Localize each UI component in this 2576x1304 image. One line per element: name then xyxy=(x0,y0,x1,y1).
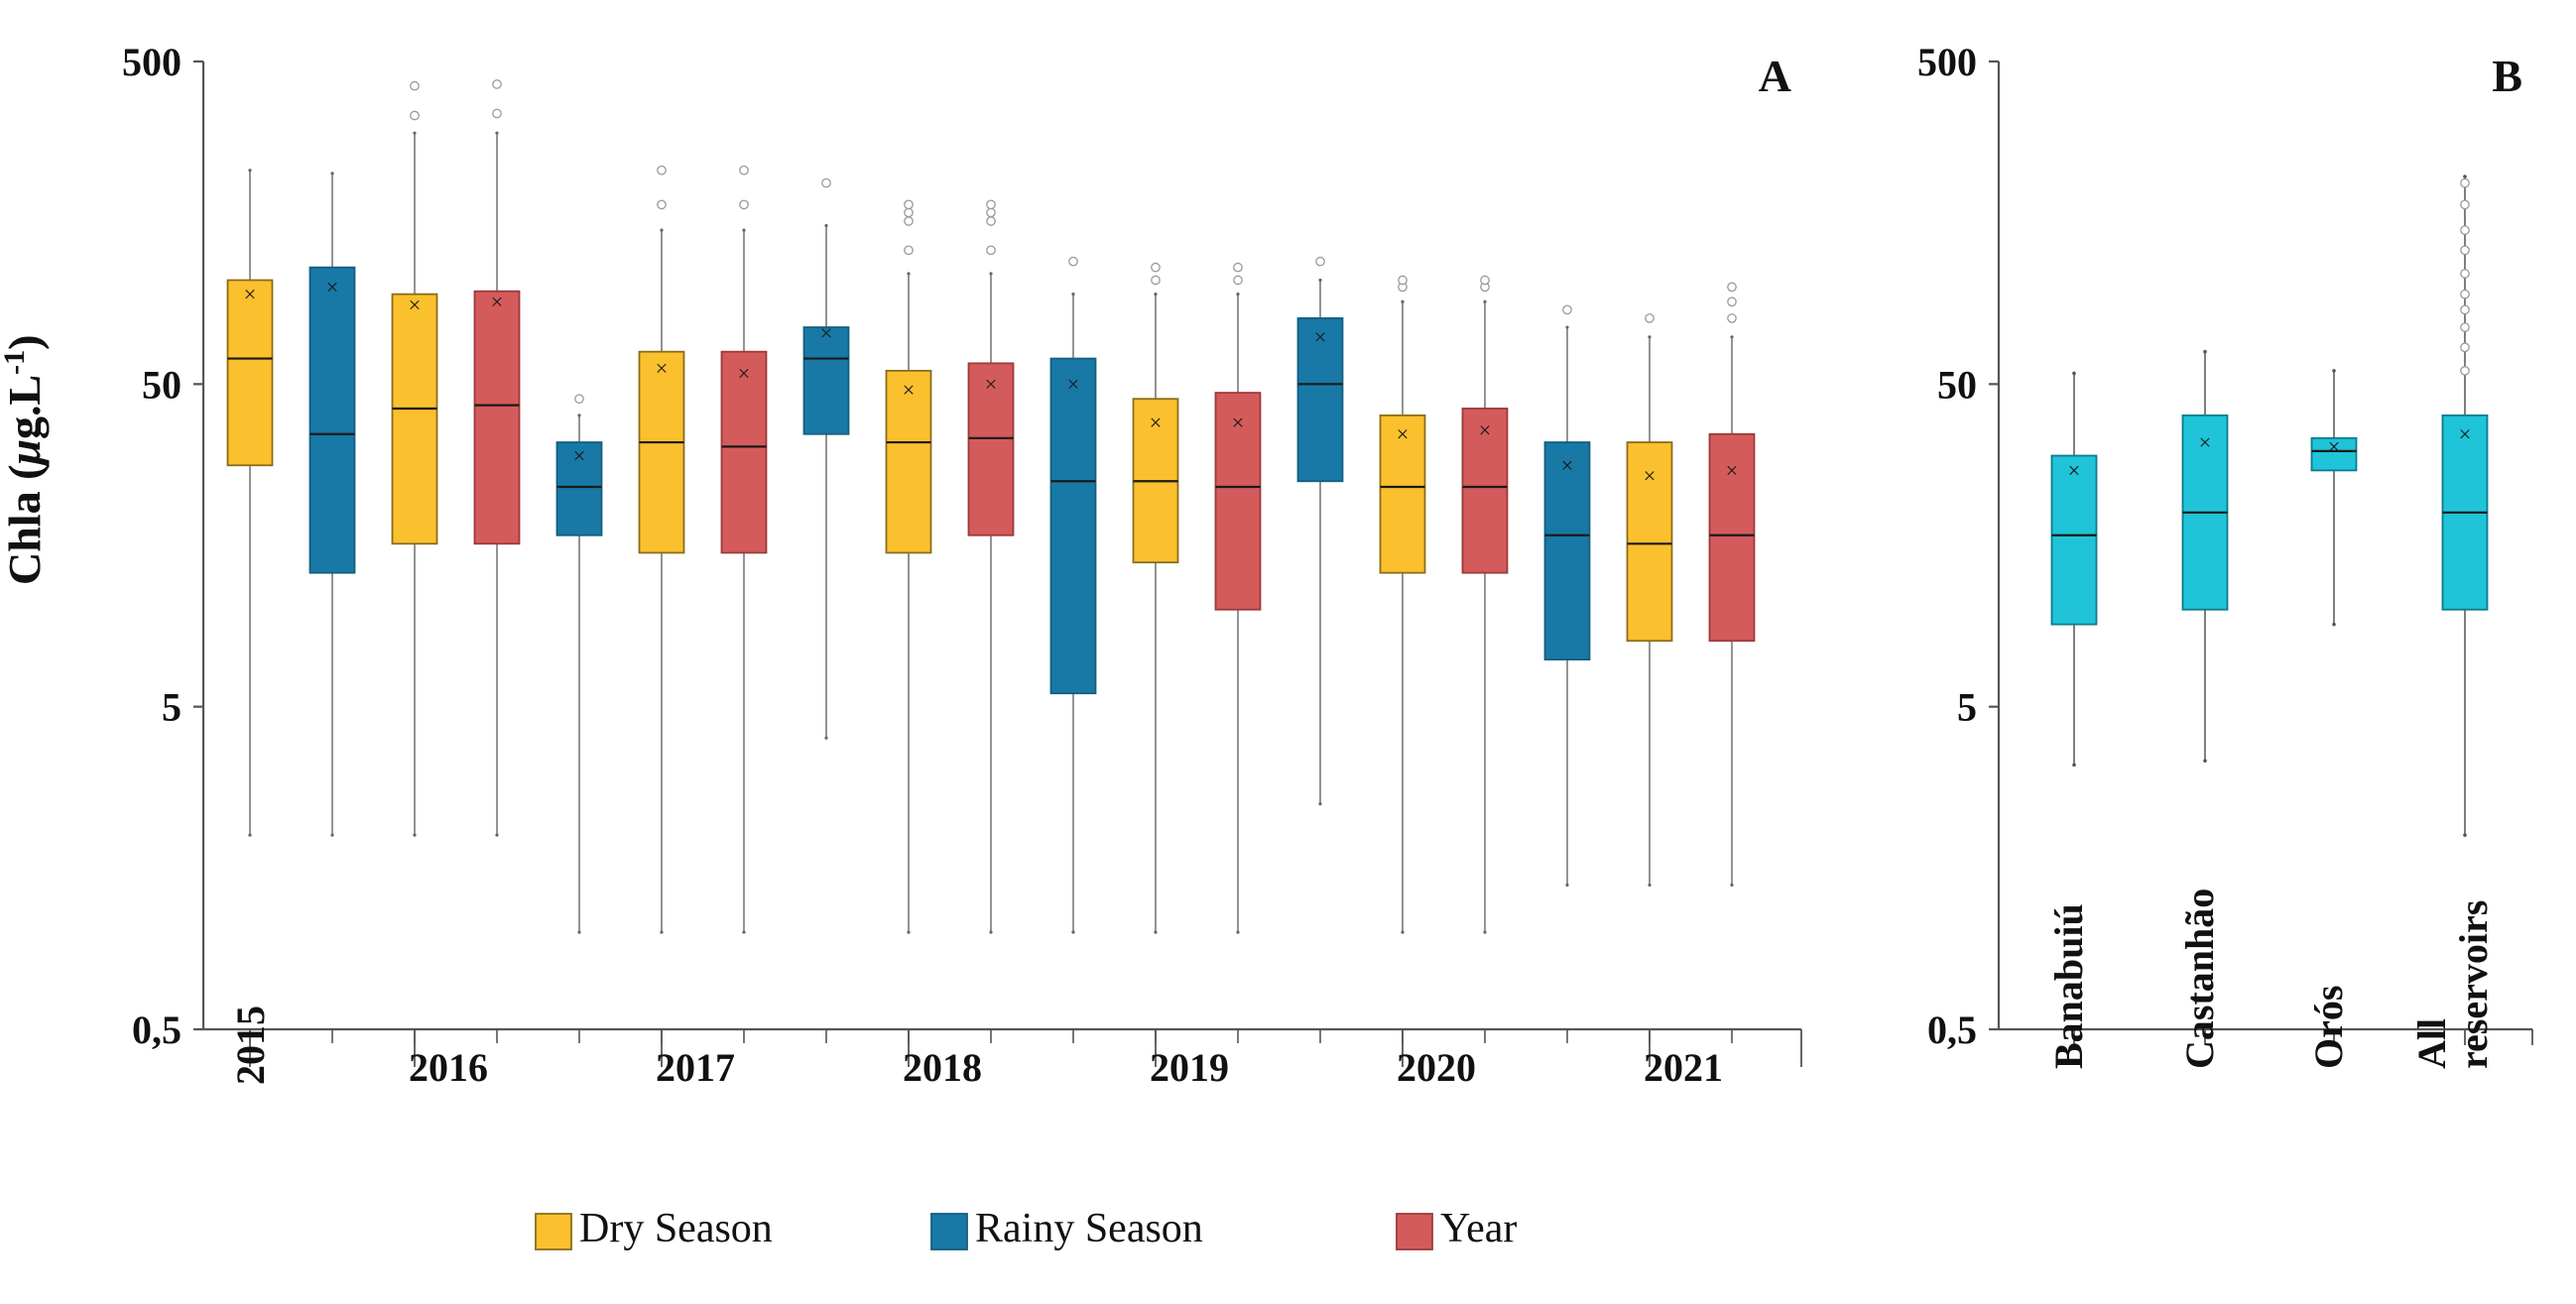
svg-text:2016: 2016 xyxy=(409,1045,488,1090)
svg-text:0,5: 0,5 xyxy=(1927,1008,1977,1052)
svg-text:Castanhão: Castanhão xyxy=(2177,889,2222,1069)
svg-text:Banabuiú: Banabuiú xyxy=(2046,903,2091,1069)
svg-text:A: A xyxy=(1759,51,1791,101)
svg-text:500: 500 xyxy=(1917,40,1977,84)
svg-text:0,5: 0,5 xyxy=(132,1008,182,1052)
svg-text:B: B xyxy=(2492,51,2522,101)
svg-text:5: 5 xyxy=(1957,685,1977,730)
svg-text:2017: 2017 xyxy=(656,1045,735,1090)
svg-text:50: 50 xyxy=(142,362,182,407)
svg-text:2021: 2021 xyxy=(1644,1045,1723,1090)
svg-text:All: All xyxy=(2409,1018,2454,1069)
svg-text:50: 50 xyxy=(1937,362,1977,407)
svg-text:reservoirs: reservoirs xyxy=(2451,900,2496,1069)
svg-text:2015: 2015 xyxy=(228,1006,273,1085)
svg-text:500: 500 xyxy=(122,40,182,84)
svg-text:Rainy Season: Rainy Season xyxy=(975,1206,1203,1251)
svg-text:5: 5 xyxy=(162,685,182,730)
svg-text:2018: 2018 xyxy=(903,1045,982,1090)
svg-text:Orós: Orós xyxy=(2306,986,2351,1069)
svg-text:2020: 2020 xyxy=(1397,1045,1476,1090)
svg-text:2019: 2019 xyxy=(1150,1045,1229,1090)
svg-text:Year: Year xyxy=(1440,1206,1517,1251)
svg-text:Dry Season: Dry Season xyxy=(579,1206,773,1251)
